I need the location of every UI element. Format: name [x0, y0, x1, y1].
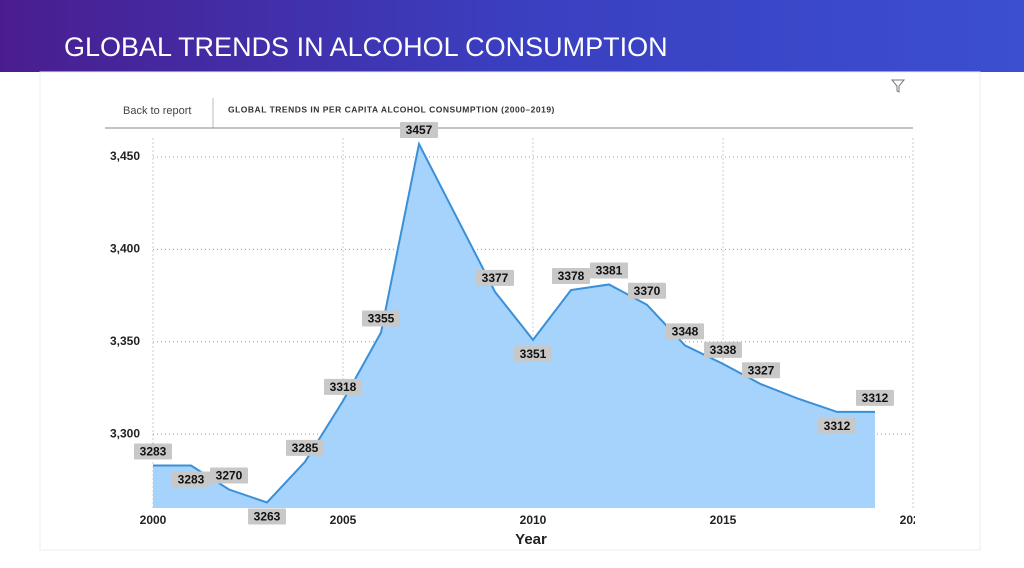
data-label: 3377 — [482, 271, 509, 285]
label-box — [248, 508, 286, 525]
label-box — [856, 389, 894, 406]
back-button[interactable]: Back to report — [123, 105, 191, 117]
data-label: 3351 — [520, 347, 547, 361]
data-label: 3327 — [748, 363, 775, 377]
chart: 3,300 3,350 3,400 3,450 2000 2005 2010 2015 2020… — [110, 122, 927, 548]
y-tick-label: 3,400 — [110, 242, 140, 256]
x-tick-label: 2010 — [520, 513, 547, 527]
header-bar — [0, 0, 1024, 72]
data-label: 3457 — [406, 123, 433, 137]
y-tick-label: 3,300 — [110, 426, 140, 440]
data-label: 3312 — [824, 419, 851, 433]
label-box — [324, 378, 362, 395]
label-box — [476, 269, 514, 286]
label-box — [172, 471, 210, 488]
data-label: 3312 — [862, 391, 889, 405]
data-label: 3348 — [672, 325, 699, 339]
data-label: 3338 — [710, 343, 737, 357]
label-box — [134, 443, 172, 460]
data-label: 3283 — [140, 445, 167, 459]
data-label: 3318 — [330, 380, 357, 394]
line — [153, 141, 875, 504]
data-label: 3283 — [178, 473, 205, 487]
y-tick-label: 3,450 — [110, 149, 140, 163]
x-tick-label: 2000 — [140, 513, 167, 527]
header-title: GLOBAL TRENDS IN ALCOHOL CONSUMPTION — [64, 32, 668, 62]
y-tick-label: 3,350 — [110, 334, 140, 348]
label-box — [590, 262, 628, 279]
label-box — [362, 310, 400, 327]
label-box — [210, 467, 248, 484]
label-box — [704, 341, 742, 358]
data-label: 3263 — [254, 510, 281, 524]
label-box — [742, 362, 780, 379]
label-box — [514, 345, 552, 362]
label-box — [552, 267, 590, 284]
x-axis-label: Year — [515, 531, 547, 548]
x-tick-label: 2020 — [900, 513, 927, 527]
data-label: 3270 — [216, 469, 243, 483]
x-tick-label: 2005 — [330, 513, 357, 527]
data-label: 3370 — [634, 284, 661, 298]
filter-icon[interactable] — [890, 79, 906, 93]
data-label: 3381 — [596, 264, 623, 278]
label-box — [400, 122, 438, 139]
label-box — [666, 323, 704, 340]
label-box — [628, 282, 666, 299]
label-box — [818, 417, 856, 434]
visual-title: GLOBAL TRENDS IN PER CAPITA ALCOHOL CONS… — [228, 104, 555, 114]
label-box — [286, 439, 324, 456]
x-tick-label: 2015 — [710, 513, 737, 527]
data-label: 3285 — [292, 441, 319, 455]
data-label: 3355 — [368, 312, 395, 326]
data-label: 3378 — [558, 269, 585, 283]
